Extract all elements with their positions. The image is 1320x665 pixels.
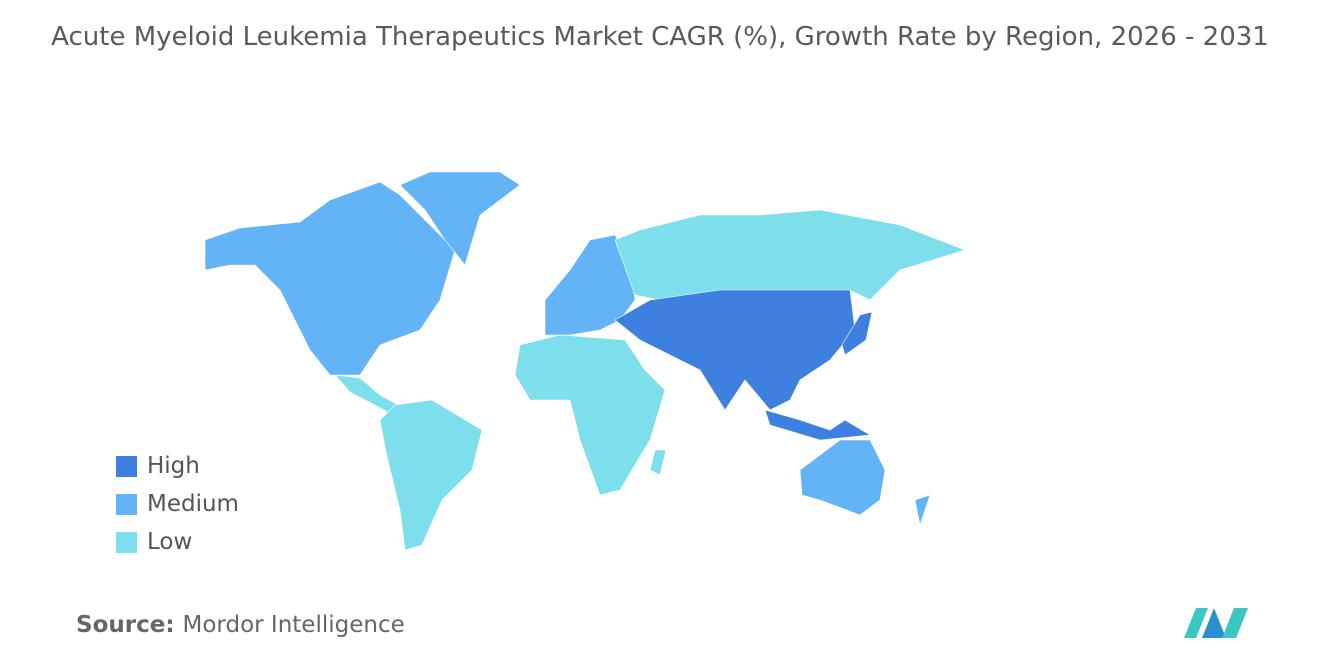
logo: [1184, 608, 1248, 638]
legend-label: Low: [147, 529, 193, 555]
greenland: [399, 171, 521, 266]
africa: [514, 334, 666, 496]
legend-item: High: [116, 453, 200, 479]
new-zealand: [914, 494, 931, 527]
legend-item: Medium: [116, 491, 239, 517]
legend-swatch: [116, 455, 137, 477]
japan: [841, 311, 873, 356]
source-text: Mordor Intelligence: [182, 612, 405, 638]
legend-swatch: [116, 531, 137, 553]
source-label: Source:: [76, 612, 175, 638]
southeast-asia-islands: [764, 409, 871, 441]
russia: [614, 209, 966, 301]
south-america: [379, 399, 483, 551]
north-america: [204, 181, 456, 376]
australia: [799, 439, 886, 516]
legend-swatch: [116, 493, 137, 515]
legend-label: Medium: [147, 491, 239, 517]
legend-label: High: [147, 453, 200, 479]
asia: [614, 289, 856, 411]
central-america: [334, 374, 399, 413]
map-title: Acute Myeloid Leukemia Therapeutics Mark…: [51, 22, 1269, 52]
source: Source: Mordor Intelligence: [76, 612, 405, 638]
legend-item: Low: [116, 529, 192, 555]
madagascar: [649, 449, 667, 476]
